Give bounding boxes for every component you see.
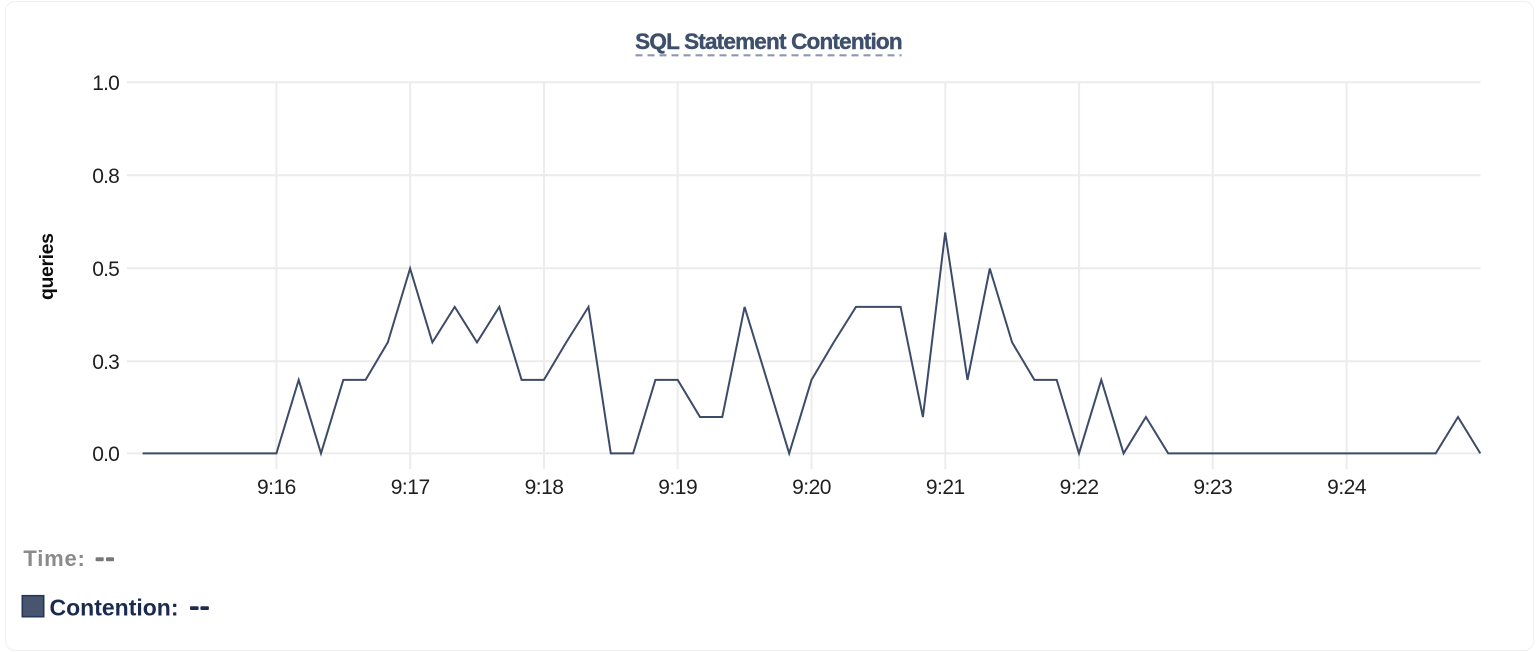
svg-text:9:17: 9:17 xyxy=(391,476,430,499)
svg-text:Time:: Time: xyxy=(23,546,85,571)
svg-text:1.0: 1.0 xyxy=(92,72,119,95)
svg-text:0.8: 0.8 xyxy=(92,165,119,188)
svg-text:queries: queries xyxy=(36,233,58,300)
svg-text:9:22: 9:22 xyxy=(1060,476,1099,499)
svg-text:SQL Statement Contention: SQL Statement Contention xyxy=(635,29,902,54)
svg-text:9:20: 9:20 xyxy=(792,476,831,499)
svg-text:9:19: 9:19 xyxy=(658,476,697,499)
svg-text:9:18: 9:18 xyxy=(525,476,564,499)
svg-text:9:16: 9:16 xyxy=(257,476,296,499)
svg-text:9:21: 9:21 xyxy=(926,476,965,499)
svg-text:0.5: 0.5 xyxy=(92,258,119,281)
svg-text:9:23: 9:23 xyxy=(1193,476,1232,499)
svg-text:0.0: 0.0 xyxy=(92,443,119,466)
svg-text:9:24: 9:24 xyxy=(1327,476,1367,499)
svg-text:Contention:: Contention: xyxy=(50,595,179,621)
svg-text:0.3: 0.3 xyxy=(92,351,119,374)
